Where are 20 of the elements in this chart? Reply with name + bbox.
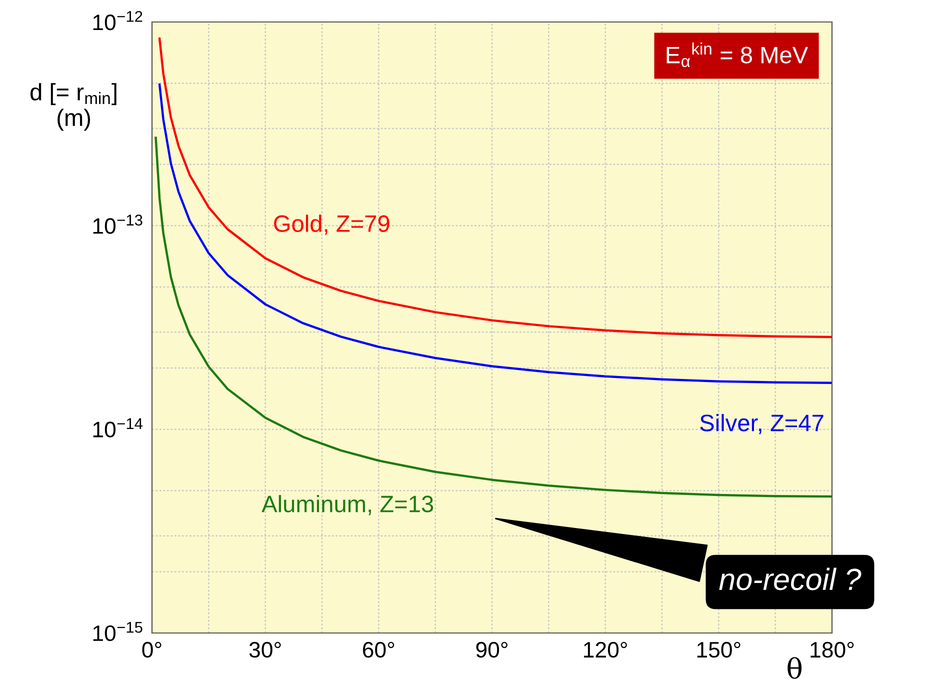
y-tick-label: 10$^{−13}$ xyxy=(93,214,142,234)
x-tick-label: 60° xyxy=(362,642,394,658)
line-series xyxy=(158,37,832,338)
y-tick-label: 10$^{−14}$ xyxy=(93,418,143,438)
x-tick-label: 180° xyxy=(810,642,854,658)
series-label: Aluminum, Z=13 xyxy=(262,495,434,516)
series-label: Gold, Z=79 xyxy=(274,214,390,235)
x-tick-label: 0° xyxy=(142,642,162,658)
x-tick-label: 120° xyxy=(584,642,627,658)
y-tick-label: 10$^{−12}$ xyxy=(93,10,142,30)
series-label: Silver, Z=47 xyxy=(700,414,824,434)
annotation: E$_{α}$$^{kin}$ = 8 MeV xyxy=(666,42,808,68)
x-tick-label: 90° xyxy=(476,642,508,658)
y-axis-title: d [= r$_{min}$] (m) xyxy=(30,83,116,131)
y-tick-label: 10$^{−15}$ xyxy=(93,622,142,642)
line-series xyxy=(158,83,832,384)
x-tick-label: 150° xyxy=(697,642,740,658)
annotation: no-recoil ? xyxy=(719,568,862,590)
x-tick-label: 30° xyxy=(249,642,281,658)
x-axis-title: θ xyxy=(788,657,802,679)
